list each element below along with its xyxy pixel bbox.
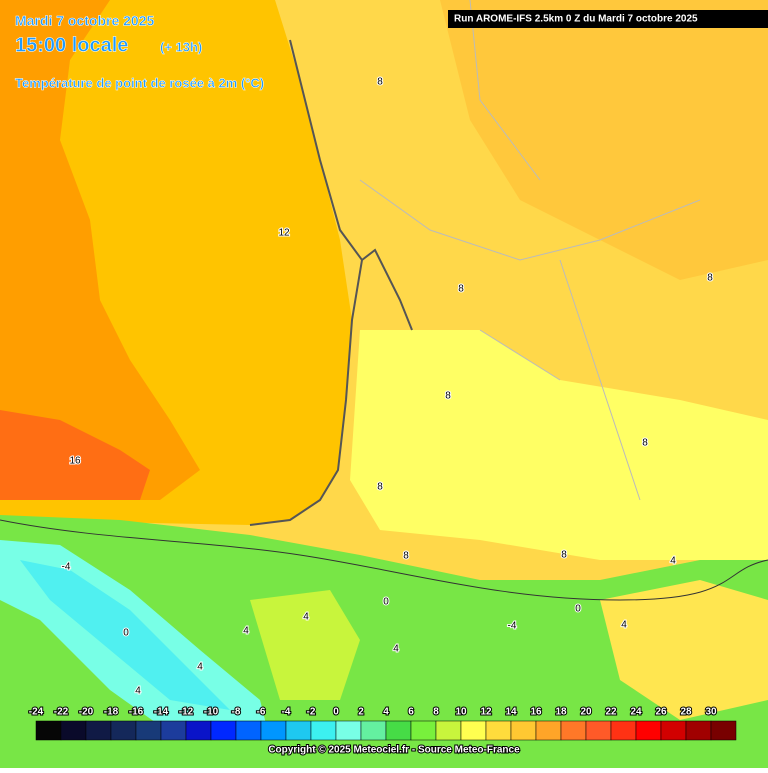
ocean-zone — [0, 410, 150, 500]
legend-swatch — [360, 720, 387, 741]
legend-swatch — [560, 720, 587, 741]
legend-tick-label: 0 — [333, 707, 339, 718]
contour-label: -4 — [508, 621, 517, 632]
legend-tick-label: -22 — [54, 707, 69, 718]
contour-label: 8 — [642, 438, 648, 449]
legend-tick-label: 4 — [383, 707, 389, 718]
legend-tick-label: -24 — [29, 707, 44, 718]
legend-tick-label: 16 — [530, 707, 542, 718]
legend-tick-label: -10 — [204, 707, 219, 718]
legend-swatch — [60, 720, 87, 741]
legend-swatch — [210, 720, 237, 741]
legend-tick-label: 24 — [630, 707, 642, 718]
contour-label: 8 — [377, 482, 383, 493]
legend-swatch — [660, 720, 687, 741]
legend-tick-label: 6 — [408, 707, 414, 718]
contour-label: 0 — [383, 597, 389, 608]
land-zone — [350, 330, 768, 560]
legend-tick-label: -12 — [179, 707, 194, 718]
legend-tick-label: -6 — [257, 707, 266, 718]
contour-label: 4 — [135, 686, 141, 697]
contour-label: 4 — [621, 620, 627, 631]
contour-label: -4 — [62, 562, 71, 573]
legend-swatch — [335, 720, 362, 741]
legend-swatch — [260, 720, 287, 741]
legend-swatch — [285, 720, 312, 741]
contour-label: 4 — [303, 612, 309, 623]
legend-tick-label: -16 — [129, 707, 144, 718]
legend-tick-label: 8 — [433, 707, 439, 718]
contour-label: 4 — [243, 626, 249, 637]
legend-swatch — [410, 720, 437, 741]
legend-swatch — [185, 720, 212, 741]
variable: Température de point de rosée à 2m (°C) — [15, 75, 264, 90]
mild-zone — [600, 580, 768, 720]
legend-tick-label: -4 — [282, 707, 291, 718]
legend-swatch — [85, 720, 112, 741]
land-zone — [440, 0, 768, 280]
legend-swatch — [35, 720, 62, 741]
contour-label: 8 — [377, 77, 383, 88]
contour-label: 12 — [278, 228, 290, 239]
contour-label: 4 — [197, 662, 203, 673]
contour-label: 8 — [445, 391, 451, 402]
legend-swatch — [460, 720, 487, 741]
run: Run AROME-IFS 2.5km 0 Z du Mardi 7 octob… — [454, 14, 698, 25]
contour-label: 16 — [69, 456, 81, 467]
contour-label: 8 — [403, 551, 409, 562]
legend-tick-label: 18 — [555, 707, 567, 718]
legend-swatch — [135, 720, 162, 741]
lead: (+ 13h) — [160, 39, 202, 54]
legend-tick-label: 12 — [480, 707, 492, 718]
legend-swatch — [160, 720, 187, 741]
coastline — [249, 39, 413, 526]
legend-swatch — [710, 720, 737, 741]
legend-tick-label: 28 — [680, 707, 692, 718]
legend-tick-label: 20 — [580, 707, 592, 718]
legend-tick-label: 22 — [605, 707, 617, 718]
contour-label: 0 — [575, 604, 581, 615]
legend-tick-label: -20 — [79, 707, 94, 718]
legend-tick-label: -18 — [104, 707, 119, 718]
legend-tick-label: 2 — [358, 707, 364, 718]
run-box — [448, 10, 768, 28]
legend-tick-label: -8 — [232, 707, 241, 718]
legend-tick-label: 14 — [505, 707, 517, 718]
time: 15:00 locale — [15, 34, 128, 56]
legend-swatch — [310, 720, 337, 741]
contour-label: 8 — [707, 273, 713, 284]
legend-swatch — [385, 720, 412, 741]
legend-tick-label: -2 — [307, 707, 316, 718]
copyright: Copyright © 2025 Meteociel.fr - Source M… — [268, 745, 520, 756]
legend-swatch — [510, 720, 537, 741]
legend-swatch — [610, 720, 637, 741]
legend-swatch — [110, 720, 137, 741]
legend-swatch — [485, 720, 512, 741]
legend-swatch — [235, 720, 262, 741]
border — [359, 0, 701, 501]
legend-swatch — [535, 720, 562, 741]
legend-tick-label: 30 — [705, 707, 717, 718]
legend-tick-label: 10 — [455, 707, 467, 718]
legend-swatch — [685, 720, 712, 741]
legend-swatch — [585, 720, 612, 741]
legend-tick-label: -14 — [154, 707, 169, 718]
mild-zone — [250, 590, 360, 700]
contour-line — [0, 519, 768, 601]
contour-label: 4 — [393, 644, 399, 655]
legend-tick-label: 26 — [655, 707, 667, 718]
legend-swatch — [635, 720, 662, 741]
contour-label: 8 — [458, 284, 464, 295]
legend-swatch — [435, 720, 462, 741]
contour-label: 0 — [123, 628, 129, 639]
contour-label: 8 — [561, 550, 567, 561]
cold-zone — [20, 560, 230, 710]
date: Mardi 7 octobre 2025 — [15, 13, 154, 29]
contour-label: 4 — [670, 556, 676, 567]
ocean-zone — [0, 0, 200, 500]
